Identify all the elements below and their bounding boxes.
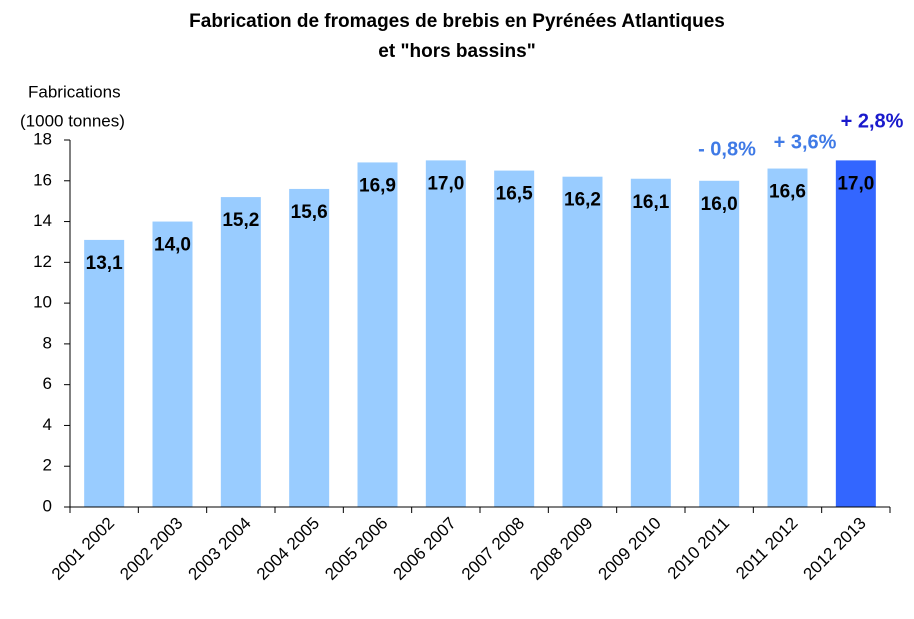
y-axis-label: (1000 tonnes) (20, 111, 125, 130)
x-tick-label: 2003 2004 (185, 514, 255, 584)
data-label: 14,0 (154, 235, 191, 256)
data-label: 16,9 (359, 175, 396, 196)
y-tick-label: 8 (43, 333, 52, 352)
x-tick-label: 2008 2009 (526, 514, 596, 584)
x-tick-label: 2001 2002 (48, 514, 118, 584)
chart-title: Fabrication de fromages de brebis en Pyr… (189, 11, 725, 32)
y-axis-label: Fabrications (28, 82, 121, 101)
bar (152, 221, 193, 508)
y-tick-label: 6 (43, 374, 52, 393)
bar (494, 170, 535, 508)
data-label: 16,0 (701, 194, 738, 215)
data-label: 16,1 (632, 192, 669, 213)
data-label: 16,2 (564, 190, 601, 211)
data-label: 13,1 (86, 253, 123, 274)
bar (425, 160, 466, 507)
data-label: 15,2 (222, 210, 259, 231)
x-tick-label: 2005 2006 (321, 514, 391, 584)
x-tick-label: 2012 2013 (800, 514, 870, 584)
bar (699, 180, 740, 507)
x-tick-label: 2011 2012 (732, 514, 801, 583)
annotation: - 0,8% (698, 138, 756, 160)
data-label: 15,6 (291, 202, 328, 223)
bar (289, 188, 330, 507)
bar (84, 239, 125, 507)
y-tick-label: 2 (43, 456, 52, 475)
bar (562, 176, 603, 507)
data-label: 17,0 (837, 173, 874, 194)
x-tick-label: 2007 2008 (458, 514, 528, 584)
bar (767, 168, 808, 508)
data-label: 16,5 (496, 184, 533, 205)
x-tick-label: 2010 2011 (664, 514, 733, 583)
x-tick-label: 2009 2010 (595, 514, 665, 584)
chart-title: et "hors bassins" (378, 41, 535, 62)
data-label: 16,6 (769, 182, 806, 203)
x-tick-label: 2002 2003 (116, 514, 186, 584)
bar (357, 162, 398, 507)
y-tick-label: 0 (43, 496, 52, 515)
y-tick-label: 18 (33, 129, 52, 148)
bar (630, 178, 671, 507)
y-tick-label: 12 (33, 252, 52, 271)
annotation: + 3,6% (774, 131, 837, 153)
x-tick-label: 2006 2007 (390, 514, 460, 584)
y-tick-label: 10 (33, 293, 52, 312)
y-tick-label: 4 (43, 415, 52, 434)
data-label: 17,0 (427, 173, 464, 194)
bar (835, 160, 876, 507)
y-tick-label: 14 (33, 211, 52, 230)
x-tick-label: 2004 2005 (253, 514, 323, 584)
bar (220, 197, 261, 508)
annotation: + 2,8% (841, 110, 904, 132)
y-tick-label: 16 (33, 170, 52, 189)
